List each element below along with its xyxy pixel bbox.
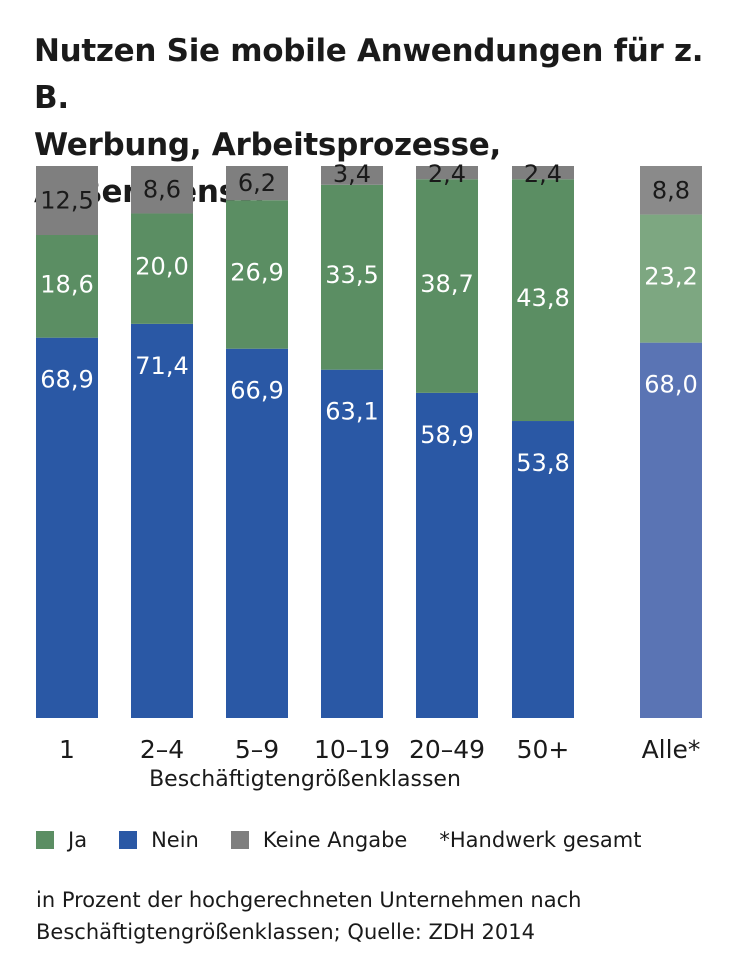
legend-item-keine-angabe: Keine Angabe: [230, 828, 408, 852]
legend-note: *Handwerk gesamt: [439, 828, 642, 852]
legend-label-keine-angabe: Keine Angabe: [262, 828, 408, 852]
bar-nein-5: [416, 392, 478, 718]
tick-label-6: 50+: [517, 735, 570, 764]
data-label-keine-3: 6,2: [238, 169, 276, 197]
data-label-keine-1: 12,5: [40, 187, 93, 215]
bar-group-3: 66,9 26,9 6,2: [226, 166, 288, 718]
bar-keine-5: [416, 166, 478, 180]
bar-nein-2: [131, 323, 193, 718]
x-axis-label: Beschäftigtengrößenklassen: [149, 767, 461, 792]
data-label-nein-5: 58,9: [420, 421, 473, 449]
tick-label-4: 10–19: [314, 735, 390, 764]
data-label-ja-7: 23,2: [644, 263, 697, 291]
data-label-keine-4: 3,4: [333, 160, 371, 188]
bar-ja-5: [416, 179, 478, 393]
legend-item-nein: Nein: [119, 828, 199, 852]
tick-label-5: 20–49: [409, 735, 485, 764]
footnote: in Prozent der hochgerechneten Unternehm…: [36, 884, 716, 948]
bar-ja-4: [321, 184, 383, 370]
data-label-nein-4: 63,1: [325, 398, 378, 426]
bar-keine-7: [640, 166, 702, 215]
tick-label-7: Alle*: [642, 735, 701, 764]
bar-nein-4: [321, 369, 383, 718]
data-label-keine-7: 8,8: [652, 176, 690, 204]
legend-label-ja: Ja: [68, 828, 88, 852]
data-label-ja-6: 43,8: [516, 284, 569, 312]
chart-title-line-1: Nutzen Sie mobile Anwendungen für z. B.: [34, 33, 704, 116]
bar-group-7: 68,0 23,2 8,8: [640, 166, 702, 718]
data-label-nein-1: 68,9: [40, 366, 93, 394]
legend-label-nein: Nein: [151, 828, 199, 852]
legend: Ja Nein Keine Angabe *Handwerk gesamt: [36, 828, 641, 852]
bar-ja-1: [36, 235, 98, 338]
data-label-nein-3: 66,9: [230, 377, 283, 405]
bar-keine-2: [131, 166, 193, 214]
bar-nein-7: [640, 342, 702, 718]
bar-nein-6: [512, 421, 574, 718]
footnote-line-1: in Prozent der hochgerechneten Unternehm…: [36, 888, 582, 912]
bar-keine-3: [226, 166, 288, 201]
legend-item-ja: Ja: [36, 828, 87, 852]
data-label-nein-7: 68,0: [644, 371, 697, 399]
data-label-nein-6: 53,8: [516, 449, 569, 477]
bar-group-2: 71,4 20,0 8,6: [131, 166, 193, 718]
legend-swatch-nein: [119, 831, 138, 849]
tick-label-2: 2–4: [140, 735, 184, 764]
bar-group-5: 58,9 38,7 2,4: [416, 160, 478, 718]
data-label-keine-2: 8,6: [143, 176, 181, 204]
bar-group-6: 53,8 43,8 2,4: [512, 160, 574, 718]
bar-group-1: 68,9 18,6 12,5: [36, 166, 98, 718]
data-label-ja-1: 18,6: [40, 270, 93, 298]
footnote-line-2: Beschäftigtengrößenklassen; Quelle: ZDH …: [36, 920, 535, 944]
bar-nein-1: [36, 337, 98, 718]
data-label-keine-6: 2,4: [524, 160, 562, 188]
data-label-ja-5: 38,7: [420, 270, 473, 298]
bar-nein-3: [226, 348, 288, 718]
bar-ja-7: [640, 214, 702, 343]
bar-keine-6: [512, 166, 574, 180]
bar-ja-3: [226, 200, 288, 349]
data-label-nein-2: 71,4: [135, 352, 188, 380]
tick-label-3: 5–9: [235, 735, 279, 764]
data-label-keine-5: 2,4: [428, 160, 466, 188]
bar-keine-4: [321, 166, 383, 185]
legend-swatch-keine-angabe: [230, 831, 249, 849]
bar-ja-2: [131, 213, 193, 324]
bar-group-4: 63,1 33,5 3,4: [321, 160, 383, 718]
data-label-ja-4: 33,5: [325, 261, 378, 289]
legend-swatch-ja: [36, 831, 54, 849]
bar-ja-6: [512, 179, 574, 422]
data-label-ja-2: 20,0: [135, 253, 188, 281]
bar-keine-1: [36, 166, 98, 235]
tick-label-1: 1: [59, 735, 75, 764]
data-label-ja-3: 26,9: [230, 258, 283, 286]
